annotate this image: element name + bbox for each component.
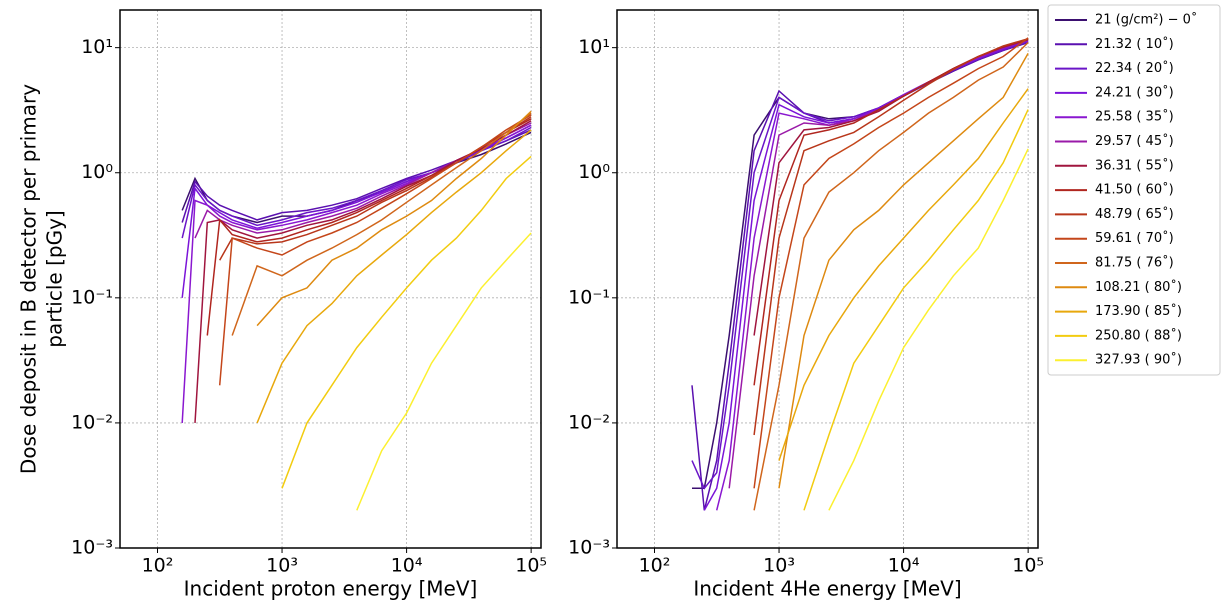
y-tick-label: 10⁰ xyxy=(81,161,113,183)
series-line xyxy=(778,53,1029,489)
series-line xyxy=(181,126,532,239)
y-tick-label: 10¹ xyxy=(81,36,113,58)
x-tick-label: 10⁵ xyxy=(1012,555,1044,577)
legend-label: 59.61 ( 70˚) xyxy=(1095,230,1174,246)
x-axis-label: Incident proton energy [MeV] xyxy=(184,577,478,601)
series-line xyxy=(803,109,1029,511)
x-tick-label: 10³ xyxy=(763,555,795,577)
legend-box xyxy=(1047,4,1221,376)
legend-label: 21 (g/cm²) − 0˚ xyxy=(1095,12,1197,28)
y-tick-label: 10⁻³ xyxy=(71,537,113,559)
series-line xyxy=(753,37,1029,489)
plot-frame xyxy=(616,9,1039,549)
y-tick-label: 10⁰ xyxy=(578,161,610,183)
series-line xyxy=(281,155,532,489)
legend-label: 24.21 ( 30˚) xyxy=(1095,84,1174,100)
y-tick-label: 10⁻² xyxy=(568,411,610,433)
legend-label: 29.57 ( 45˚) xyxy=(1095,133,1174,149)
plot-frame xyxy=(119,9,542,549)
legend-label: 173.90 ( 85˚) xyxy=(1095,303,1182,319)
series-line xyxy=(778,88,1029,461)
legend-label: 327.93 ( 90˚) xyxy=(1095,352,1182,368)
y-axis-label: particle [pGy] xyxy=(43,210,67,347)
series-line xyxy=(256,110,532,327)
legend-label: 48.79 ( 65˚) xyxy=(1095,206,1174,222)
series-line xyxy=(753,37,1029,436)
x-axis-label: Incident 4He energy [MeV] xyxy=(693,577,961,601)
legend-label: 36.31 ( 55˚) xyxy=(1095,157,1174,173)
x-tick-label: 10⁴ xyxy=(391,555,423,577)
series-line xyxy=(256,129,532,424)
x-tick-label: 10³ xyxy=(266,555,298,577)
y-tick-label: 10⁻³ xyxy=(568,537,610,559)
series-line xyxy=(356,232,532,511)
series-line xyxy=(218,114,532,386)
series-line xyxy=(231,112,532,336)
x-tick-label: 10⁴ xyxy=(888,555,920,577)
legend-label: 21.32 ( 10˚) xyxy=(1095,36,1174,52)
legend-label: 41.50 ( 60˚) xyxy=(1095,182,1174,198)
series-line xyxy=(753,41,1029,511)
x-tick-label: 10² xyxy=(142,555,174,577)
legend-label: 25.58 ( 35˚) xyxy=(1095,109,1174,125)
x-tick-label: 10² xyxy=(639,555,671,577)
y-tick-label: 10⁻¹ xyxy=(568,286,610,308)
y-tick-label: 10⁻² xyxy=(71,411,113,433)
y-axis-label: Dose deposit in B detector per primary xyxy=(17,84,41,474)
y-tick-label: 10¹ xyxy=(578,36,610,58)
legend-label: 250.80 ( 88˚) xyxy=(1095,327,1182,343)
legend-label: 22.34 ( 20˚) xyxy=(1095,60,1174,76)
legend-label: 81.75 ( 76˚) xyxy=(1095,255,1174,271)
series-line xyxy=(828,148,1029,511)
legend-label: 108.21 ( 80˚) xyxy=(1095,279,1182,295)
x-tick-label: 10⁵ xyxy=(515,555,547,577)
y-tick-label: 10⁻¹ xyxy=(71,286,113,308)
